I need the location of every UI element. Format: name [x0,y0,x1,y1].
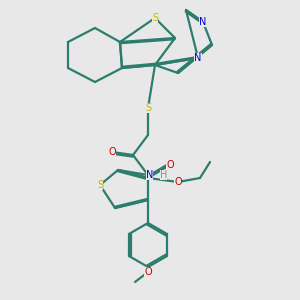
Text: N: N [194,53,202,63]
Text: S: S [145,103,151,113]
Text: O: O [144,267,152,277]
Text: S: S [152,13,158,23]
Text: N: N [146,170,153,180]
Text: O: O [108,147,116,157]
Text: H: H [160,170,167,180]
Text: N: N [199,17,207,27]
Text: O: O [174,177,182,187]
Text: S: S [97,180,103,190]
Text: O: O [166,160,174,170]
